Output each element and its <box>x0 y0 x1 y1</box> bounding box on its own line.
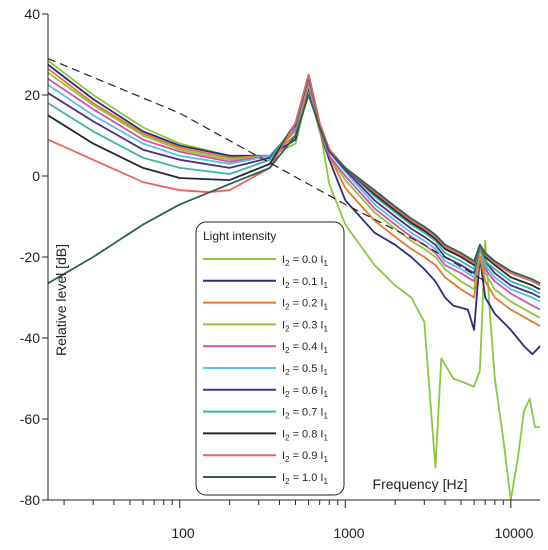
legend-entry: I2 = 0.1 I1 <box>203 276 328 290</box>
series-line-4 <box>47 78 541 311</box>
legend-label: I2 = 0.9 I1 <box>282 450 328 464</box>
y-tick-labels: 40 20 0 -20 -40 -60 -80 <box>20 6 40 508</box>
legend-label: I2 = 1.0 I1 <box>282 472 328 486</box>
legend-entries: I2 = 0.0 I1 I2 = 0.1 I1 I2 = 0.2 I1 I2 = 0.… <box>203 254 328 486</box>
xtick-label: 10000 <box>495 525 534 541</box>
legend-entry: I2 = 0.5 I1 <box>203 363 328 377</box>
legend-label: I2 = 0.0 I1 <box>282 254 328 268</box>
legend-entry: I2 = 0.9 I1 <box>203 450 328 464</box>
series-line-5 <box>47 77 541 303</box>
legend-entry: I2 = 0.2 I1 <box>203 298 328 312</box>
ytick-label: 20 <box>24 87 40 103</box>
legend-title: Light intensity <box>203 229 276 243</box>
legend-entry: I2 = 0.4 I1 <box>203 341 328 355</box>
legend-label: I2 = 0.5 I1 <box>282 363 328 377</box>
legend-entry: I2 = 0.6 I1 <box>203 385 328 399</box>
legend-entry: I2 = 0.7 I1 <box>203 407 328 421</box>
legend-label: I2 = 0.6 I1 <box>282 385 328 399</box>
series-line-7 <box>47 73 541 295</box>
legend-label: I2 = 0.4 I1 <box>282 341 328 355</box>
legend-label: I2 = 0.1 I1 <box>282 276 328 290</box>
legend-box <box>195 221 345 496</box>
series-line-1 <box>47 63 541 356</box>
legend-label: I2 = 0.7 I1 <box>282 407 328 421</box>
legend-label: I2 = 0.8 I1 <box>282 428 328 442</box>
series-line-2 <box>47 67 541 327</box>
x-axis-title: Frequency [Hz] <box>373 476 468 492</box>
ytick-label: -40 <box>20 330 40 346</box>
legend-entry: I2 = 1.0 I1 <box>203 472 328 486</box>
y-axis-title: Relative level [dB] <box>53 244 69 356</box>
xtick-label: 100 <box>171 525 195 541</box>
series-lines <box>47 58 541 501</box>
legend-label: I2 = 0.2 I1 <box>282 298 328 312</box>
x-tick-labels: 100 1000 10000 <box>171 525 533 541</box>
xtick-label: 1000 <box>333 525 364 541</box>
ytick-label: 40 <box>24 6 40 22</box>
ytick-label: 0 <box>32 168 40 184</box>
legend-entry: I2 = 0.3 I1 <box>203 319 328 333</box>
legend-entry: I2 = 0.8 I1 <box>203 428 328 442</box>
series-line-10 <box>47 94 541 285</box>
axes <box>47 14 540 501</box>
legend-entry: I2 = 0.0 I1 <box>203 254 328 268</box>
series-line-3 <box>47 71 541 319</box>
ytick-label: -20 <box>20 249 40 265</box>
tick-marks <box>42 13 512 508</box>
ytick-label: -60 <box>20 411 40 427</box>
series-line-8 <box>47 73 541 291</box>
legend-label: I2 = 0.3 I1 <box>282 319 328 333</box>
ytick-label: -80 <box>20 492 40 508</box>
asymptote-dashed-line <box>47 58 486 282</box>
